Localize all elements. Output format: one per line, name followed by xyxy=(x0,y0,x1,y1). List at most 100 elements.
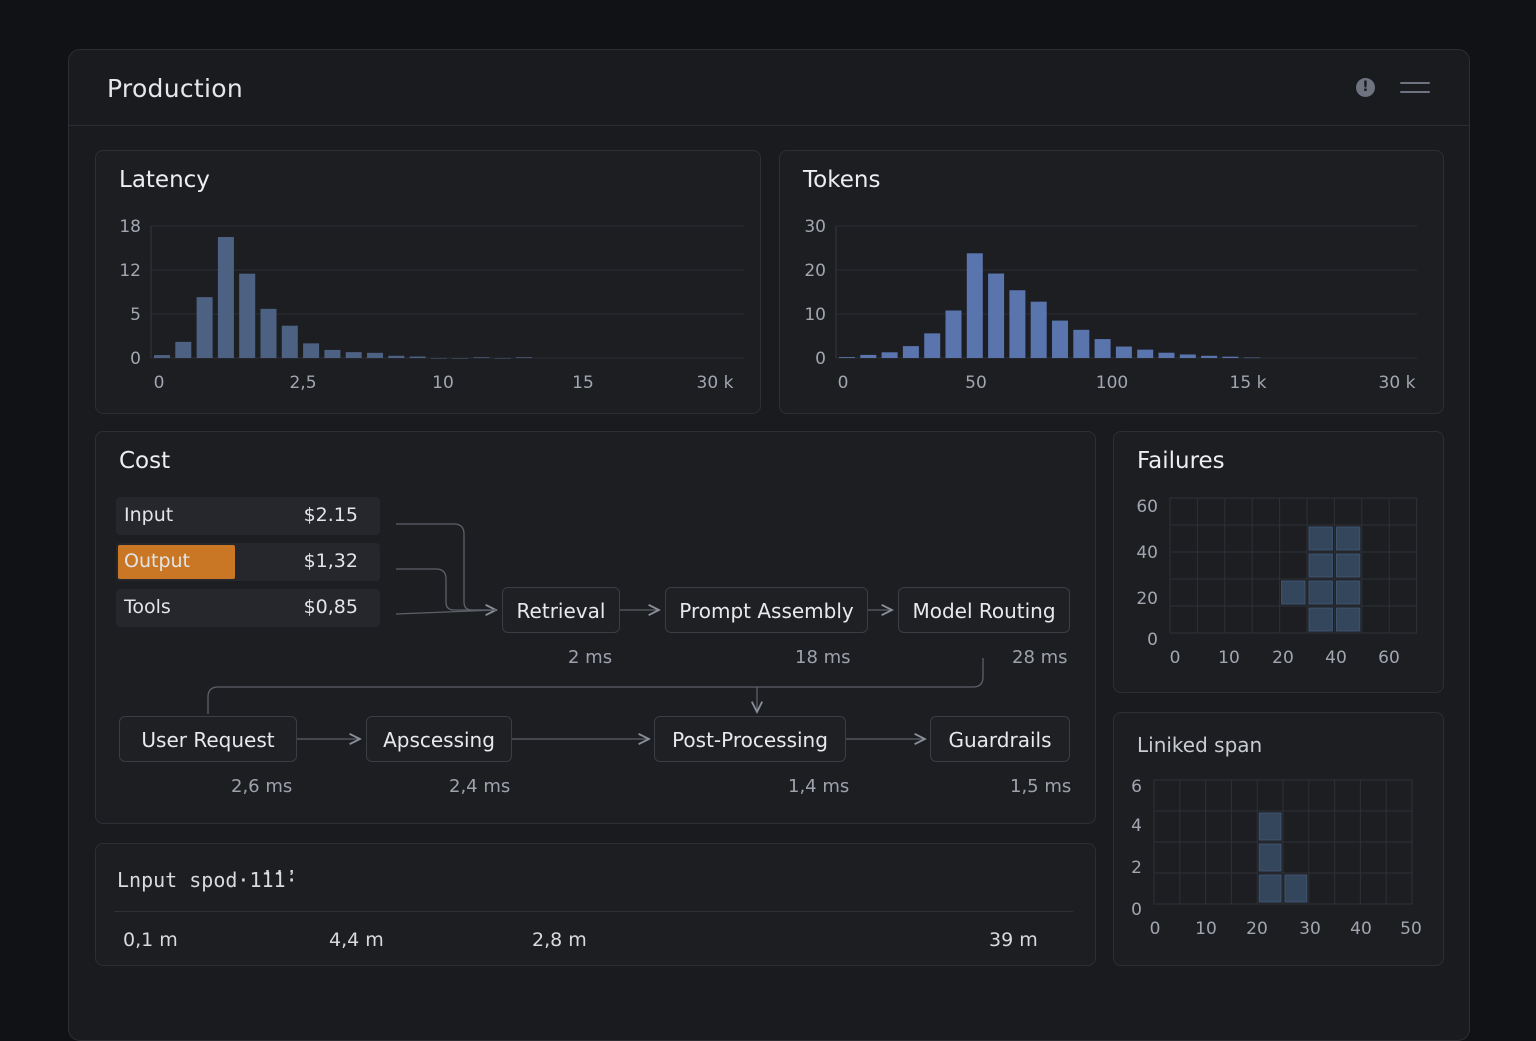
user-request-ms: 2,6 ms xyxy=(231,776,293,797)
cost-row-tools[interactable]: Tools $0,85 xyxy=(116,589,380,627)
histogram-bar xyxy=(1009,290,1026,358)
alert-icon[interactable]: ! xyxy=(1356,78,1375,97)
heatmap-frame xyxy=(1169,497,1418,634)
y-tick-label: 0 xyxy=(815,349,826,369)
failures-title: Failures xyxy=(1137,448,1225,474)
heatmap-cell xyxy=(1335,526,1361,551)
heatmap-cell xyxy=(1335,553,1361,578)
heatmap-cell xyxy=(1335,607,1361,632)
divider xyxy=(114,911,1073,912)
x-tick-label: 2,5 xyxy=(289,373,316,393)
y-tick-label: 40 xyxy=(1136,543,1158,563)
histogram-bar xyxy=(281,325,298,358)
heatmap-cell xyxy=(1335,580,1361,605)
y-tick-label: 12 xyxy=(119,261,141,281)
histogram-bar xyxy=(494,358,511,359)
x-tick-label: 30 k xyxy=(697,373,734,393)
x-tick-label: 60 xyxy=(1378,648,1400,668)
y-tick-label: 20 xyxy=(804,261,826,281)
prompt-assembly-ms: 18 ms xyxy=(795,647,851,668)
node-user-request[interactable]: User Request xyxy=(119,716,297,762)
latency-chart: 18 12 5 00 2,5 10 15 30 k xyxy=(119,217,744,393)
x-tick-label: 0 xyxy=(1170,648,1181,668)
heatmap-cell xyxy=(1308,553,1333,578)
cost-value: $2.15 xyxy=(303,504,358,526)
x-tick-label: 100 xyxy=(1096,373,1128,393)
heatmap-cell xyxy=(1258,812,1282,841)
cost-label: Output xyxy=(124,550,190,572)
node-prompt-assembly[interactable]: Prompt Assembly xyxy=(665,587,868,633)
node-post-processing[interactable]: Post-Processing xyxy=(654,716,846,762)
y-tick-label: 2 xyxy=(1131,858,1142,878)
post-processing-ms: 1,4 ms xyxy=(788,776,850,797)
histogram-bar xyxy=(175,341,192,358)
failures-panel: Failures 60 40 20 0 0 10 20 40 60 xyxy=(1113,431,1444,693)
node-apscessing[interactable]: Apscessing xyxy=(366,716,512,762)
histogram-bar xyxy=(217,237,234,358)
histogram-bar xyxy=(409,356,426,358)
histogram-bar xyxy=(1030,301,1047,358)
speed-value: 2,8 m xyxy=(532,929,587,951)
y-tick-label: 30 xyxy=(804,217,826,237)
speed-value: 0,1 m xyxy=(123,929,178,951)
histogram-bar xyxy=(1179,354,1196,358)
histogram-bar xyxy=(452,358,469,359)
y-tick-label: 0 xyxy=(1131,900,1142,920)
histogram-bar xyxy=(881,352,898,358)
x-tick-label: 10 xyxy=(1195,919,1217,939)
speed-value: 4,4 m xyxy=(329,929,384,951)
cost-label: Input xyxy=(124,504,174,526)
cost-title: Cost xyxy=(119,448,171,474)
cost-value: $0,85 xyxy=(303,596,358,618)
guardrails-ms: 1,5 ms xyxy=(1010,776,1072,797)
cost-row-output[interactable]: Output $1,32 xyxy=(116,543,380,581)
linked-span-title: Liniked span xyxy=(1137,733,1263,757)
y-tick-label: 20 xyxy=(1136,589,1158,609)
histogram-bar xyxy=(239,273,256,358)
linked-span-panel: Liniked span 6 4 2 0 0 10 20 30 40 50 xyxy=(1113,712,1444,966)
x-tick-label: 40 xyxy=(1325,648,1347,668)
cost-row-input[interactable]: Input $2.15 xyxy=(116,497,380,535)
node-model-routing[interactable]: Model Routing xyxy=(898,587,1070,633)
x-tick-label: 15 xyxy=(572,373,594,393)
heatmap-cell xyxy=(1308,526,1333,551)
histogram-bar xyxy=(1052,320,1068,358)
apscessing-ms: 2,4 ms xyxy=(449,776,511,797)
cost-panel: Cost Input $2.15 Output $1,32 Tools $0,8… xyxy=(95,431,1096,824)
x-tick-label: 0 xyxy=(154,373,165,393)
heatmap-cell xyxy=(1308,580,1333,605)
histogram-bar xyxy=(860,354,877,358)
heatmap-cell xyxy=(1284,874,1308,903)
pipeline-connectors xyxy=(207,523,984,823)
node-retrieval[interactable]: Retrieval xyxy=(502,587,620,633)
heatmap-cell xyxy=(1258,874,1282,903)
histogram-bar xyxy=(1158,352,1175,358)
top-bar: Production ! xyxy=(69,50,1469,126)
histogram-bar xyxy=(260,308,277,358)
x-tick-label: 15 k xyxy=(1230,373,1267,393)
histogram-bar xyxy=(516,357,533,358)
x-tick-label: 40 xyxy=(1350,919,1372,939)
histogram-bar xyxy=(966,253,983,358)
histogram-bar xyxy=(1201,355,1218,358)
cost-label: Tools xyxy=(124,596,171,618)
y-tick-label: 4 xyxy=(1131,816,1142,836)
y-tick-label: 5 xyxy=(130,305,141,325)
histogram-bar xyxy=(1137,349,1154,358)
y-tick-label: 0 xyxy=(130,349,141,369)
y-tick-label: 10 xyxy=(804,305,826,325)
x-tick-label: 10 xyxy=(1218,648,1240,668)
x-tick-label: 0 xyxy=(1150,919,1161,939)
histogram-bar xyxy=(473,357,490,358)
speed-value: 39 m xyxy=(989,929,1038,951)
heatmap-cell xyxy=(1308,607,1333,632)
heatmap-cell xyxy=(1258,843,1282,872)
histogram-bar xyxy=(345,352,362,358)
histogram-bar xyxy=(324,349,341,358)
histogram-bar xyxy=(367,352,383,358)
histogram-bar xyxy=(154,355,170,358)
menu-icon[interactable] xyxy=(1400,82,1430,96)
node-guardrails[interactable]: Guardrails xyxy=(930,716,1070,762)
